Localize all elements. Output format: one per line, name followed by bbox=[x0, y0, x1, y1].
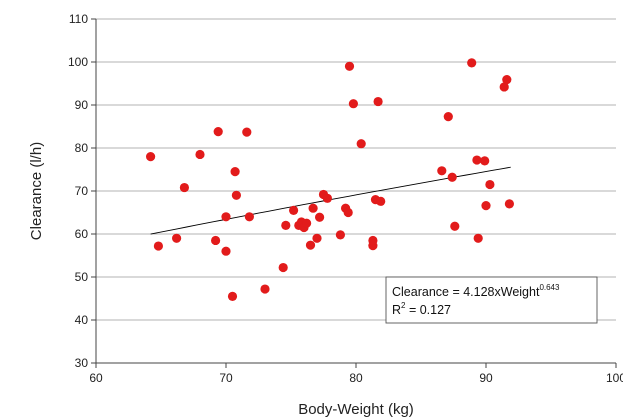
data-point bbox=[348, 99, 358, 109]
r-squared-value: = 0.127 bbox=[405, 303, 451, 317]
data-point bbox=[373, 96, 383, 107]
r-squared-exponent: 2 bbox=[401, 301, 406, 310]
data-point bbox=[499, 82, 509, 92]
y-tick-label: 40 bbox=[75, 313, 89, 327]
data-point bbox=[443, 112, 453, 122]
data-point bbox=[467, 58, 477, 68]
x-tick-label: 100 bbox=[606, 371, 623, 385]
data-point bbox=[437, 166, 447, 176]
data-point bbox=[153, 241, 163, 251]
y-ticks: 30 40 50 60 70 80 90 100 110 bbox=[68, 12, 96, 370]
data-point bbox=[244, 212, 254, 222]
data-point bbox=[221, 212, 231, 222]
y-tick-label: 30 bbox=[75, 356, 89, 370]
data-point bbox=[376, 196, 386, 206]
data-point bbox=[260, 284, 270, 294]
data-point bbox=[322, 193, 332, 203]
data-point bbox=[278, 262, 288, 273]
data-point bbox=[289, 205, 299, 215]
data-point bbox=[308, 203, 318, 213]
data-point bbox=[312, 233, 322, 243]
r-squared-text: R2 = 0.127 bbox=[392, 301, 451, 317]
data-point bbox=[195, 149, 205, 160]
data-point bbox=[230, 167, 240, 177]
data-point bbox=[211, 235, 221, 246]
x-tick-label: 70 bbox=[219, 371, 233, 385]
data-point bbox=[179, 182, 189, 193]
data-point bbox=[213, 127, 223, 137]
data-point bbox=[450, 221, 460, 231]
data-point bbox=[231, 190, 241, 200]
data-point bbox=[344, 61, 355, 71]
y-axis-title: Clearance (l/h) bbox=[28, 142, 45, 240]
y-tick-label: 70 bbox=[75, 184, 89, 198]
equation-prefix: Clearance = 4.128xWeight bbox=[392, 285, 540, 299]
x-tick-label: 60 bbox=[89, 371, 103, 385]
data-point bbox=[368, 235, 378, 246]
data-point bbox=[356, 139, 366, 149]
data-point bbox=[172, 233, 182, 243]
equation-text: Clearance = 4.128xWeight0.643 bbox=[392, 283, 560, 299]
data-point bbox=[473, 233, 483, 243]
y-tick-label: 80 bbox=[75, 141, 89, 155]
x-tick-label: 90 bbox=[479, 371, 493, 385]
data-point bbox=[302, 218, 312, 228]
y-tick-label: 90 bbox=[75, 98, 89, 112]
data-point bbox=[146, 152, 156, 162]
data-point bbox=[481, 201, 491, 211]
equation-box: Clearance = 4.128xWeight0.643 R2 = 0.127 bbox=[385, 276, 598, 324]
data-point bbox=[335, 230, 345, 240]
data-point bbox=[472, 155, 482, 165]
equation-box-frame bbox=[385, 276, 598, 324]
data-point bbox=[242, 127, 252, 137]
data-point bbox=[315, 212, 325, 222]
y-tick-label: 60 bbox=[75, 227, 89, 241]
x-ticks: 60 70 80 90 100 bbox=[89, 363, 623, 385]
data-point bbox=[221, 246, 231, 256]
data-point bbox=[227, 291, 238, 301]
x-tick-label: 80 bbox=[349, 371, 363, 385]
data-point bbox=[343, 207, 353, 218]
grid-lines bbox=[96, 18, 616, 321]
x-axis-title: Body-Weight (kg) bbox=[298, 401, 414, 418]
data-point bbox=[502, 75, 512, 85]
data-points bbox=[146, 58, 514, 301]
equation-exponent: 0.643 bbox=[539, 283, 560, 292]
data-point bbox=[485, 179, 495, 190]
data-point bbox=[447, 172, 457, 182]
data-point bbox=[281, 220, 291, 230]
y-tick-label: 100 bbox=[68, 55, 88, 69]
data-point bbox=[305, 240, 316, 250]
data-point bbox=[480, 156, 490, 166]
r-squared-prefix: R bbox=[392, 303, 401, 317]
y-tick-label: 50 bbox=[75, 270, 89, 284]
y-tick-label: 110 bbox=[69, 12, 88, 26]
data-point bbox=[504, 199, 514, 209]
